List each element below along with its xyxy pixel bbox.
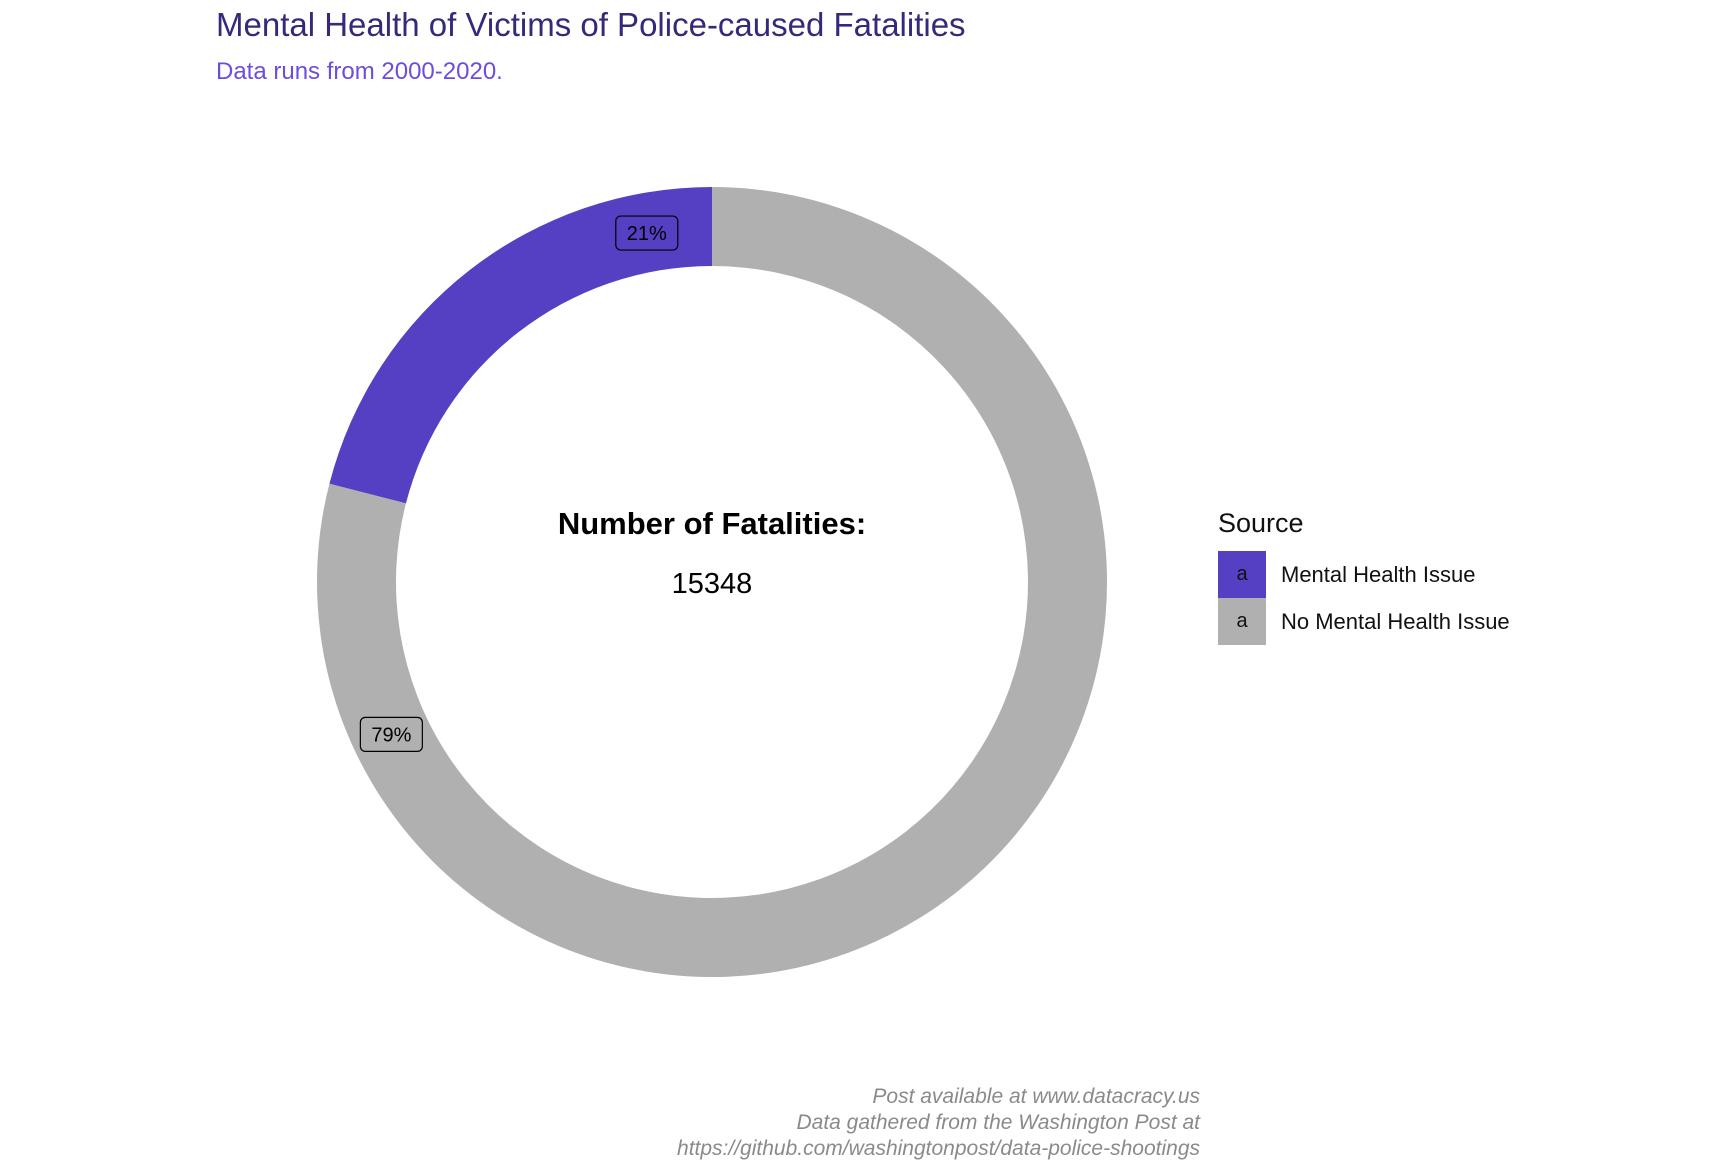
legend-item-no-mental-health-issue: a No Mental Health Issue (1218, 598, 1510, 645)
legend-key-mental-health-issue: a (1218, 551, 1266, 598)
legend-item-mental-health-issue: a Mental Health Issue (1218, 551, 1510, 598)
slice-label-text: 79% (371, 724, 411, 746)
caption: Post available at www.datacracy.us Data … (677, 1084, 1200, 1162)
slice-label-box (615, 215, 679, 251)
legend: Source a Mental Health Issue a No Mental… (1218, 508, 1510, 645)
legend-key-no-mental-health-issue: a (1218, 598, 1266, 645)
slice-label-mental-health-issue: 21% (615, 215, 679, 251)
slice-label-box (359, 716, 423, 752)
chart-title: Mental Health of Victims of Police-cause… (216, 6, 966, 43)
slice-mental-health-issue (329, 187, 712, 504)
caption-line-2: Data gathered from the Washington Post a… (796, 1111, 1200, 1134)
legend-title: Source (1218, 508, 1304, 538)
legend-label-no-mental-health-issue: No Mental Health Issue (1281, 608, 1510, 634)
slice-labels: 21% 79% (359, 215, 679, 752)
chart-subtitle: Data runs from 2000-2020. (216, 58, 503, 85)
caption-line-3: https://github.com/washingtonpost/data-p… (677, 1137, 1200, 1160)
caption-line-1: Post available at www.datacracy.us (872, 1085, 1200, 1108)
center-label: Number of Fatalities: (558, 506, 866, 541)
slice-label-text: 21% (627, 223, 667, 245)
legend-label-mental-health-issue: Mental Health Issue (1281, 561, 1476, 587)
slice-label-no-mental-health-issue: 79% (359, 716, 423, 752)
center-value: 15348 (672, 568, 753, 600)
donut-slices (317, 187, 1108, 977)
